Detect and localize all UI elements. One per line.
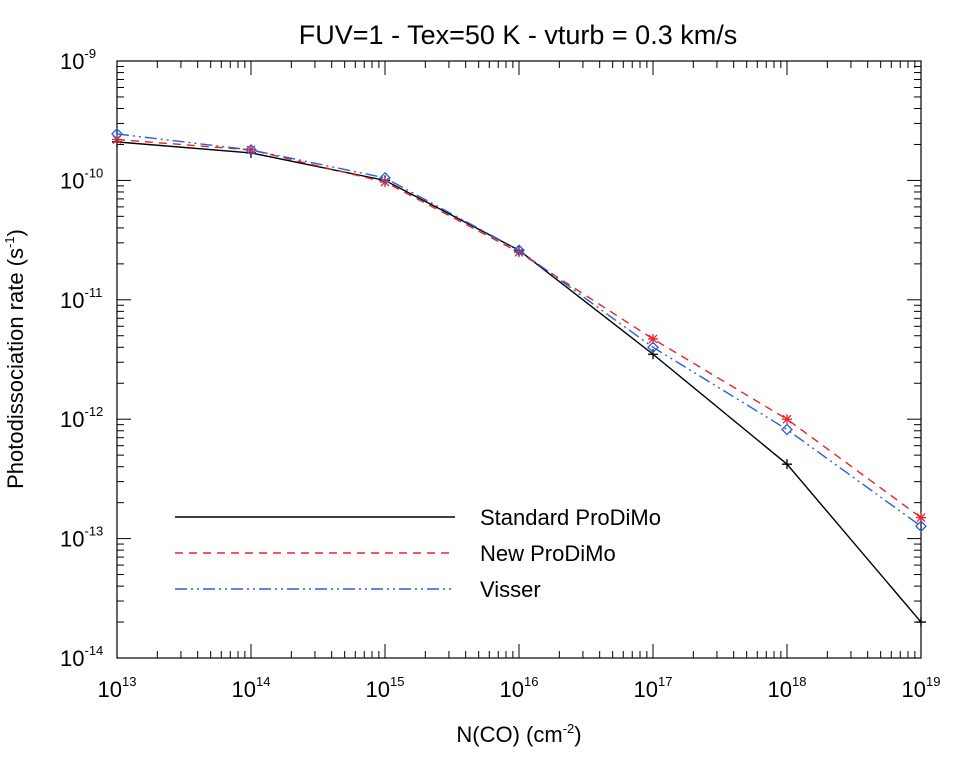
diamond-marker bbox=[245, 144, 257, 156]
diamond-marker bbox=[915, 520, 927, 533]
plus-marker bbox=[782, 459, 792, 470]
x-tick-label: 1019 bbox=[902, 674, 941, 702]
legend-label: Standard ProDiMo bbox=[480, 505, 661, 530]
diamond-marker bbox=[111, 128, 123, 140]
data-series bbox=[111, 128, 927, 628]
y-tick-label: 10-9 bbox=[60, 46, 96, 74]
x-tick-label: 1014 bbox=[232, 674, 271, 702]
asterisk-marker bbox=[648, 333, 658, 344]
y-tick-label: 10-11 bbox=[60, 285, 102, 313]
diamond-marker bbox=[379, 171, 391, 184]
diamond-marker bbox=[647, 341, 659, 354]
legend-label: New ProDiMo bbox=[480, 541, 616, 566]
y-tick-label: 10-10 bbox=[60, 165, 103, 193]
asterisk-marker bbox=[782, 414, 792, 425]
asterisk-marker bbox=[514, 247, 524, 258]
plus-marker bbox=[648, 349, 658, 360]
series-line bbox=[116, 133, 922, 527]
x-tick-label: 1015 bbox=[366, 674, 405, 702]
series-visser bbox=[111, 128, 927, 533]
tick-labels: 1013 1014 1015 1016 1017 1018 1019 10-14 10-13 10… bbox=[60, 46, 940, 702]
diamond-marker bbox=[513, 244, 525, 257]
y-tick-label: 10-14 bbox=[60, 643, 103, 671]
legend: Standard ProDiMo New ProDiMo Visser bbox=[175, 505, 661, 602]
x-tick-label: 1016 bbox=[500, 674, 539, 702]
x-tick-label: 1018 bbox=[768, 674, 807, 702]
legend-label: Visser bbox=[480, 577, 541, 602]
y-tick-label: 10-13 bbox=[60, 524, 103, 552]
plot-frame bbox=[116, 60, 922, 659]
series-line bbox=[116, 138, 922, 519]
series-new-prodimo bbox=[112, 134, 926, 523]
diamond-marker bbox=[781, 423, 793, 436]
x-tick-label: 1013 bbox=[98, 674, 137, 702]
x-axis-label: N(CO) (cm-2) bbox=[456, 721, 581, 747]
chart-title: FUV=1 - Tex=50 K - vturb = 0.3 km/s bbox=[299, 20, 737, 50]
axis-ticks bbox=[116, 60, 922, 659]
y-tick-label: 10-12 bbox=[60, 404, 103, 432]
asterisk-marker bbox=[916, 512, 926, 523]
y-axis-label: Photodissociation rate (s-1) bbox=[2, 229, 28, 489]
plus-marker bbox=[916, 617, 926, 628]
x-tick-label: 1017 bbox=[634, 674, 673, 702]
